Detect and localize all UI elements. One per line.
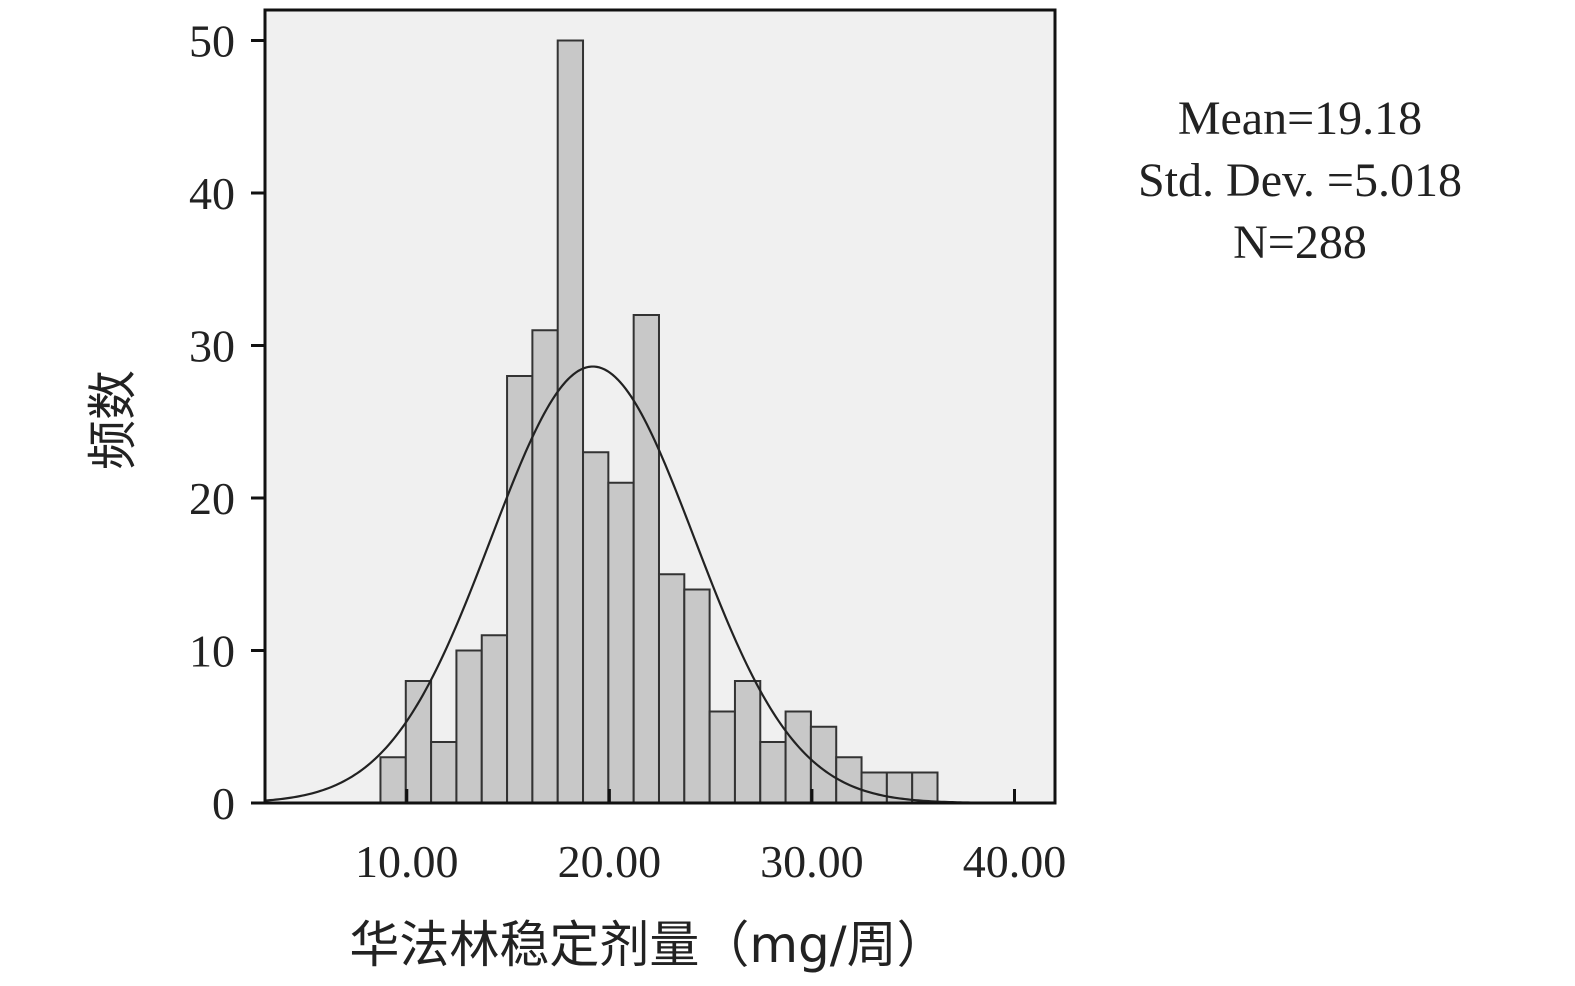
y-tick-label: 0 xyxy=(212,778,235,829)
histogram-bar xyxy=(784,710,812,804)
histogram-bar xyxy=(683,588,711,804)
y-tick-label: 40 xyxy=(189,168,235,219)
histogram-bar xyxy=(733,680,762,804)
stats-mean: Mean=19.18 xyxy=(1177,92,1423,145)
histogram-bar xyxy=(835,756,863,804)
histogram-bar xyxy=(860,771,888,804)
x-axis-label: 华法林稳定剂量（mg/周） xyxy=(349,916,946,974)
normal-curve xyxy=(264,365,1056,805)
x-tick-label: 40.00 xyxy=(963,836,1067,887)
histogram-bar xyxy=(809,725,838,804)
histogram-bar xyxy=(632,314,660,804)
histogram-bar xyxy=(708,710,736,804)
plot-frame xyxy=(263,8,1057,805)
histogram-bar xyxy=(404,680,433,804)
y-axis: 0 10 20 30 40 50 xyxy=(189,16,265,829)
y-tick-label: 20 xyxy=(189,473,235,524)
histogram-bar xyxy=(556,39,585,804)
x-tick-label: 20.00 xyxy=(558,836,662,887)
histogram-bar xyxy=(379,756,407,804)
histogram-bar xyxy=(607,481,635,804)
histogram-bar xyxy=(759,741,787,804)
histogram-bar xyxy=(430,741,458,804)
y-tick-label: 10 xyxy=(189,626,235,677)
x-tick-label: 30.00 xyxy=(760,836,864,887)
histogram-bar xyxy=(657,573,686,804)
y-axis-label: 频数 xyxy=(84,370,142,470)
histogram-bar xyxy=(506,375,534,804)
stats-std-dev: Std. Dev. =5.018 xyxy=(1138,154,1462,207)
histogram-bar xyxy=(582,451,610,804)
stats-box: Mean=19.18 Std. Dev. =5.018 N=288 xyxy=(1105,88,1495,274)
bars-group xyxy=(379,39,939,804)
x-tick-label: 10.00 xyxy=(355,836,459,887)
y-tick-label: 50 xyxy=(189,16,235,67)
histogram-bar xyxy=(455,649,483,804)
histogram-bar xyxy=(480,634,509,804)
histogram-bar xyxy=(531,329,559,804)
x-axis: 10.00 20.00 30.00 40.00 xyxy=(355,789,1066,887)
y-tick-label: 30 xyxy=(189,321,235,372)
histogram-bar xyxy=(911,771,939,804)
stats-n: N=288 xyxy=(1233,216,1367,269)
